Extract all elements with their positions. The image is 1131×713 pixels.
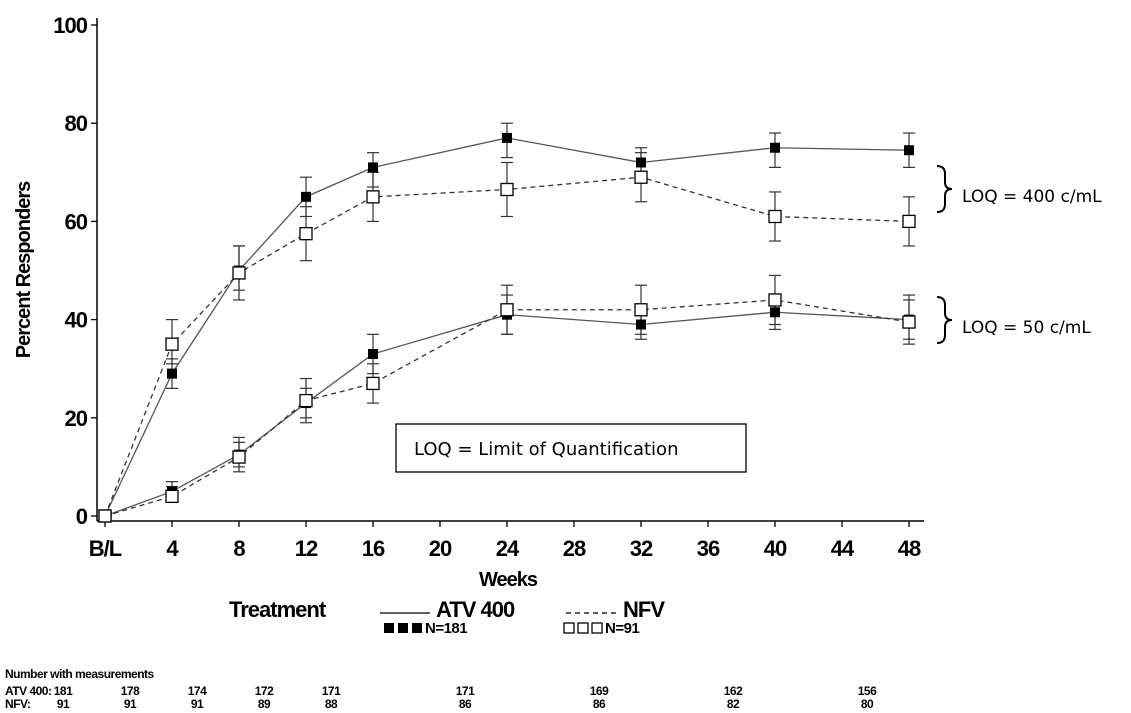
data-point: [902, 315, 916, 329]
measurement-cell: 178: [121, 684, 140, 698]
legend-marker-nfv-1: [563, 622, 575, 634]
data-point: [366, 376, 380, 391]
x-tick-label: 16: [362, 536, 385, 561]
y-axis-label: Percent Responders: [13, 181, 35, 358]
measurement-cell: 88: [325, 697, 338, 711]
measurements-title: Number with measurements: [5, 667, 155, 681]
legend-title: Treatment: [229, 597, 327, 622]
data-point: [904, 145, 914, 156]
data-point: [636, 319, 646, 330]
data-point: [98, 509, 112, 523]
y-tick-label: 60: [65, 209, 88, 234]
legend: Treatment ATV 400 N=181 NFV N=91: [229, 597, 666, 637]
data-point: [768, 209, 782, 224]
measurement-cell: 171: [322, 684, 341, 698]
data-point: [502, 132, 512, 143]
measurement-cell: 82: [727, 697, 740, 711]
y-tick-label: 100: [53, 13, 87, 38]
legend-marker-nfv-3: [591, 622, 603, 634]
series-markers-3: [98, 293, 916, 523]
data-point: [368, 162, 378, 173]
measurement-cell: 171: [456, 684, 475, 698]
legend-marker-atv-3: [412, 623, 422, 633]
measurement-cell: 174: [188, 684, 207, 698]
data-point: [500, 182, 514, 197]
measurement-cell: 80: [861, 697, 874, 711]
x-tick-label: 48: [898, 536, 921, 561]
x-tick-label: 44: [831, 536, 855, 561]
measurements-cells: 181 178 174 172 171 171 169 162 156 91 91 91 89 88 86 8…: [54, 684, 878, 711]
measurement-cell: 86: [593, 697, 606, 711]
data-point: [768, 293, 782, 307]
data-point: [636, 157, 646, 168]
data-point: [770, 307, 780, 318]
data-point: [167, 368, 177, 379]
x-axis-label: Weeks: [479, 569, 538, 591]
data-point: [368, 348, 378, 359]
legend-label-atv: ATV 400: [436, 597, 515, 622]
data-point: [902, 214, 916, 229]
measurement-cell: 89: [258, 697, 271, 711]
measurements-row-atv-label: ATV 400:: [5, 684, 51, 698]
measurement-cell: 162: [724, 684, 743, 698]
data-point: [299, 393, 313, 408]
series-layer: [98, 122, 916, 523]
note-box: [395, 423, 747, 473]
y-tick-label: 20: [65, 406, 88, 431]
x-tick-label: 24: [496, 536, 520, 561]
measurement-cell: 181: [54, 684, 73, 698]
series-2: [104, 294, 915, 517]
x-tick-label: 4: [166, 536, 179, 561]
x-tick-label: 8: [233, 536, 245, 561]
data-point: [366, 190, 380, 204]
data-point: [634, 170, 648, 184]
data-point: [770, 142, 780, 153]
data-point: [299, 227, 313, 241]
measurement-cell: 91: [191, 697, 204, 711]
legend-n-atv: N=181: [425, 620, 467, 637]
x-tick-label: 12: [295, 536, 318, 561]
data-point: [232, 266, 246, 280]
brace-loq-400: [936, 165, 953, 213]
data-point: [165, 489, 179, 504]
series-line: [104, 311, 910, 517]
legend-label-nfv: NFV: [623, 597, 665, 622]
loq-50-label: LOQ = 50 c/mL: [962, 318, 1091, 338]
data-point: [232, 450, 246, 464]
measurement-cell: 91: [124, 697, 137, 711]
legend-marker-atv-1: [384, 623, 394, 633]
measurement-cell: 91: [57, 697, 70, 711]
measurement-cell: 156: [858, 684, 877, 698]
note-text: LOQ = Limit of Quantification: [414, 439, 678, 460]
x-tick-label: 20: [429, 536, 452, 561]
x-tick-label: 36: [697, 536, 720, 561]
x-tick-label: 40: [764, 536, 787, 561]
measurement-cell: 172: [255, 684, 274, 698]
x-tick-label: 32: [630, 536, 653, 561]
legend-marker-atv-2: [398, 623, 408, 633]
y-tick-label: 0: [76, 504, 88, 529]
data-point: [634, 303, 648, 317]
y-tick-label: 80: [65, 111, 88, 136]
measurement-cell: 169: [590, 684, 609, 698]
x-tick-label: 28: [563, 536, 586, 561]
data-point: [165, 337, 179, 351]
series-markers-2: [100, 307, 914, 521]
measurements-row-nfv-label: NFV:: [5, 697, 30, 711]
loq-400-label: LOQ = 400 c/mL: [962, 187, 1102, 207]
data-point: [301, 191, 311, 202]
legend-marker-nfv-2: [577, 622, 589, 634]
measurement-cell: 86: [459, 697, 472, 711]
x-tick-label: B/L: [89, 536, 122, 561]
y-tick-label: 40: [65, 308, 88, 333]
legend-n-nfv: N=91: [605, 620, 639, 637]
data-point: [500, 303, 514, 317]
brace-loq-50: [936, 296, 953, 344]
